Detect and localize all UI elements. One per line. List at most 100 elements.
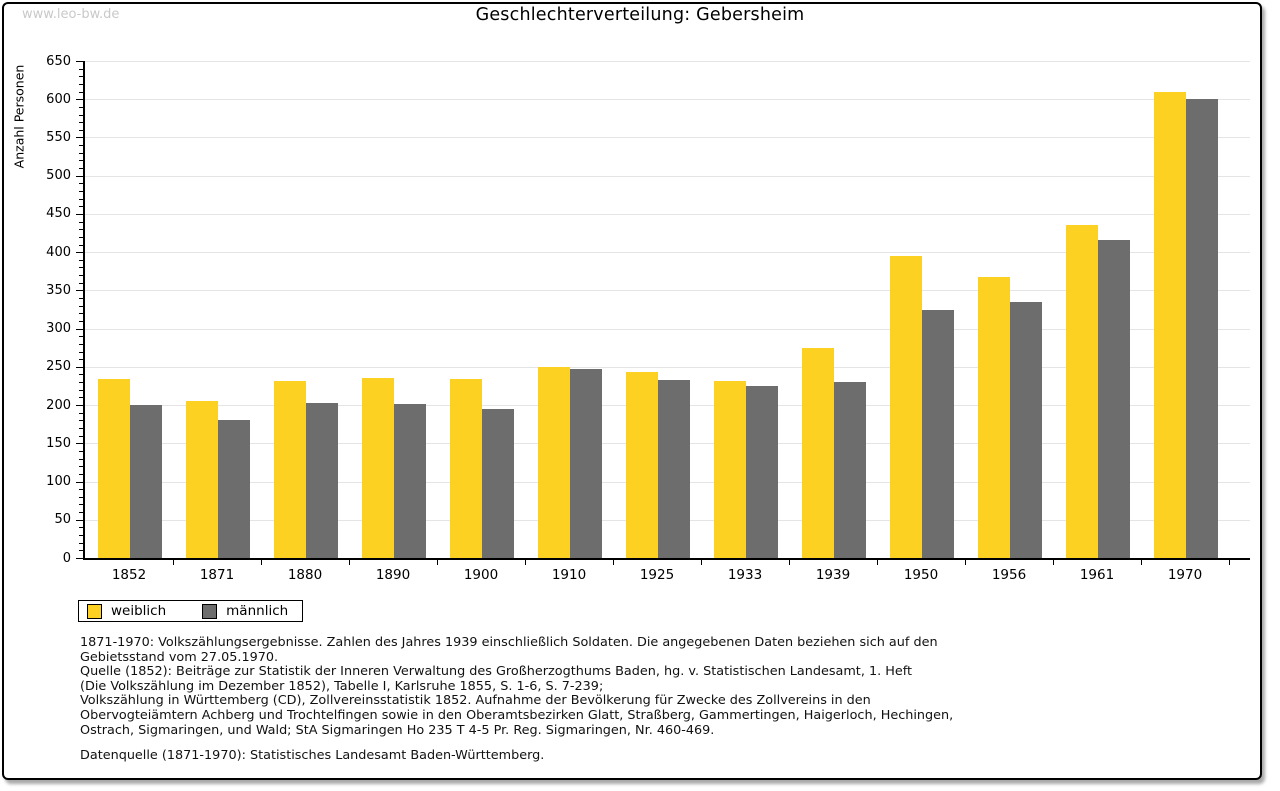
footnote-line-3: Quelle (1852): Beiträge zur Statistik de… — [80, 664, 913, 680]
bar-weiblich-1871 — [186, 401, 218, 558]
y-minor-tick-630 — [79, 76, 83, 78]
bar-männlich-1933 — [746, 386, 778, 558]
y-major-tick-150 — [76, 443, 83, 445]
chart-title: Geschlechterverteilung: Gebersheim — [475, 5, 805, 25]
y-tick-label-300: 300 — [46, 321, 71, 337]
y-minor-tick-140 — [79, 450, 83, 452]
footnote-line-5: Volkszählung in Württemberg (CD), Zollve… — [80, 693, 871, 709]
y-axis-label: Anzahl Personen — [11, 64, 27, 169]
y-minor-tick-530 — [79, 152, 83, 154]
gridline-500 — [85, 175, 1250, 177]
bar-männlich-1961 — [1098, 239, 1130, 558]
y-minor-tick-60 — [79, 512, 83, 514]
bar-männlich-1910 — [570, 369, 602, 558]
y-major-tick-500 — [76, 175, 83, 177]
y-tick-label-0: 0 — [62, 550, 71, 566]
y-major-tick-250 — [76, 366, 83, 368]
bar-weiblich-1910 — [538, 366, 570, 558]
bar-männlich-1950 — [922, 309, 954, 558]
bar-weiblich-1933 — [714, 380, 746, 558]
x-boundary-tick-13 — [1229, 560, 1230, 565]
y-minor-tick-10 — [79, 550, 83, 552]
y-tick-label-400: 400 — [46, 244, 71, 260]
x-tick-label-1950: 1950 — [903, 567, 939, 583]
x-boundary-tick-4 — [437, 560, 438, 565]
y-minor-tick-480 — [79, 190, 83, 192]
y-minor-tick-190 — [79, 412, 83, 414]
y-minor-tick-260 — [79, 359, 83, 361]
y-tick-label-100: 100 — [46, 474, 71, 490]
chart-legend: weiblich männlich — [78, 600, 304, 622]
y-minor-tick-460 — [79, 206, 83, 208]
bar-männlich-1871 — [218, 420, 250, 558]
legend-item-männlich: männlich — [202, 603, 288, 619]
footnote-line-2: Gebietsstand vom 27.05.1970. — [80, 649, 279, 665]
x-tick-label-1890: 1890 — [375, 567, 411, 583]
y-tick-label-150: 150 — [46, 435, 71, 451]
bar-weiblich-1950 — [890, 256, 922, 558]
y-tick-label-450: 450 — [46, 206, 71, 222]
y-minor-tick-230 — [79, 382, 83, 384]
y-minor-tick-610 — [79, 91, 83, 93]
bar-männlich-1852 — [130, 405, 162, 558]
gridline-600 — [85, 99, 1250, 101]
bar-männlich-1880 — [306, 402, 338, 558]
y-minor-tick-240 — [79, 374, 83, 376]
bar-weiblich-1961 — [1066, 225, 1098, 558]
bar-weiblich-1925 — [626, 372, 658, 558]
y-minor-tick-290 — [79, 336, 83, 338]
y-tick-label-250: 250 — [46, 359, 71, 375]
x-tick-label-1880: 1880 — [287, 567, 323, 583]
bar-männlich-1900 — [482, 408, 514, 558]
x-tick-label-1900: 1900 — [463, 567, 499, 583]
y-minor-tick-520 — [79, 160, 83, 162]
y-minor-tick-430 — [79, 229, 83, 231]
legend-label-männlich: männlich — [226, 603, 289, 619]
y-minor-tick-470 — [79, 198, 83, 200]
y-minor-tick-590 — [79, 106, 83, 108]
legend-swatch-männlich — [202, 603, 218, 619]
x-axis-line — [83, 558, 1250, 560]
y-minor-tick-390 — [79, 259, 83, 261]
y-tick-label-350: 350 — [46, 282, 71, 298]
footnote-line-1: 1871-1970: Volkszählungsergebnisse. Zahl… — [80, 635, 938, 650]
y-minor-tick-330 — [79, 305, 83, 307]
x-tick-label-1939: 1939 — [815, 567, 851, 583]
footnote-line-6: Obervogteiämtern Achberg und Trochtelfin… — [80, 707, 954, 723]
y-minor-tick-130 — [79, 458, 83, 460]
bar-männlich-1890 — [394, 403, 426, 558]
y-major-tick-350 — [76, 290, 83, 292]
gridline-250 — [85, 366, 1250, 368]
x-boundary-tick-3 — [349, 560, 350, 565]
y-major-tick-550 — [76, 137, 83, 139]
y-axis-line — [83, 61, 85, 560]
y-minor-tick-40 — [79, 527, 83, 529]
footnote-line-7: Ostrach, Sigmaringen, und Wald; StA Sigm… — [80, 722, 715, 738]
x-tick-label-1956: 1956 — [991, 567, 1027, 583]
y-minor-tick-490 — [79, 183, 83, 185]
y-minor-tick-410 — [79, 244, 83, 246]
gridline-400 — [85, 252, 1250, 254]
y-minor-tick-210 — [79, 397, 83, 399]
y-minor-tick-310 — [79, 320, 83, 322]
x-boundary-tick-9 — [877, 560, 878, 565]
y-minor-tick-110 — [79, 473, 83, 475]
y-tick-label-550: 550 — [46, 129, 71, 145]
x-tick-label-1871: 1871 — [199, 567, 235, 583]
y-minor-tick-640 — [79, 68, 83, 70]
y-tick-label-650: 650 — [46, 53, 71, 69]
legend-item-weiblich: weiblich — [87, 603, 202, 619]
x-tick-label-1933: 1933 — [727, 567, 763, 583]
bar-weiblich-1956 — [978, 277, 1010, 558]
bar-weiblich-1852 — [98, 379, 130, 558]
x-boundary-tick-1 — [173, 560, 174, 565]
y-minor-tick-620 — [79, 83, 83, 85]
gridline-350 — [85, 290, 1250, 292]
y-minor-tick-580 — [79, 114, 83, 116]
y-major-tick-400 — [76, 252, 83, 254]
datasource-line: Datenquelle (1871-1970): Statistisches L… — [80, 748, 545, 763]
x-boundary-tick-12 — [1141, 560, 1142, 565]
bar-weiblich-1880 — [274, 381, 306, 558]
y-minor-tick-570 — [79, 122, 83, 124]
y-minor-tick-360 — [79, 282, 83, 284]
